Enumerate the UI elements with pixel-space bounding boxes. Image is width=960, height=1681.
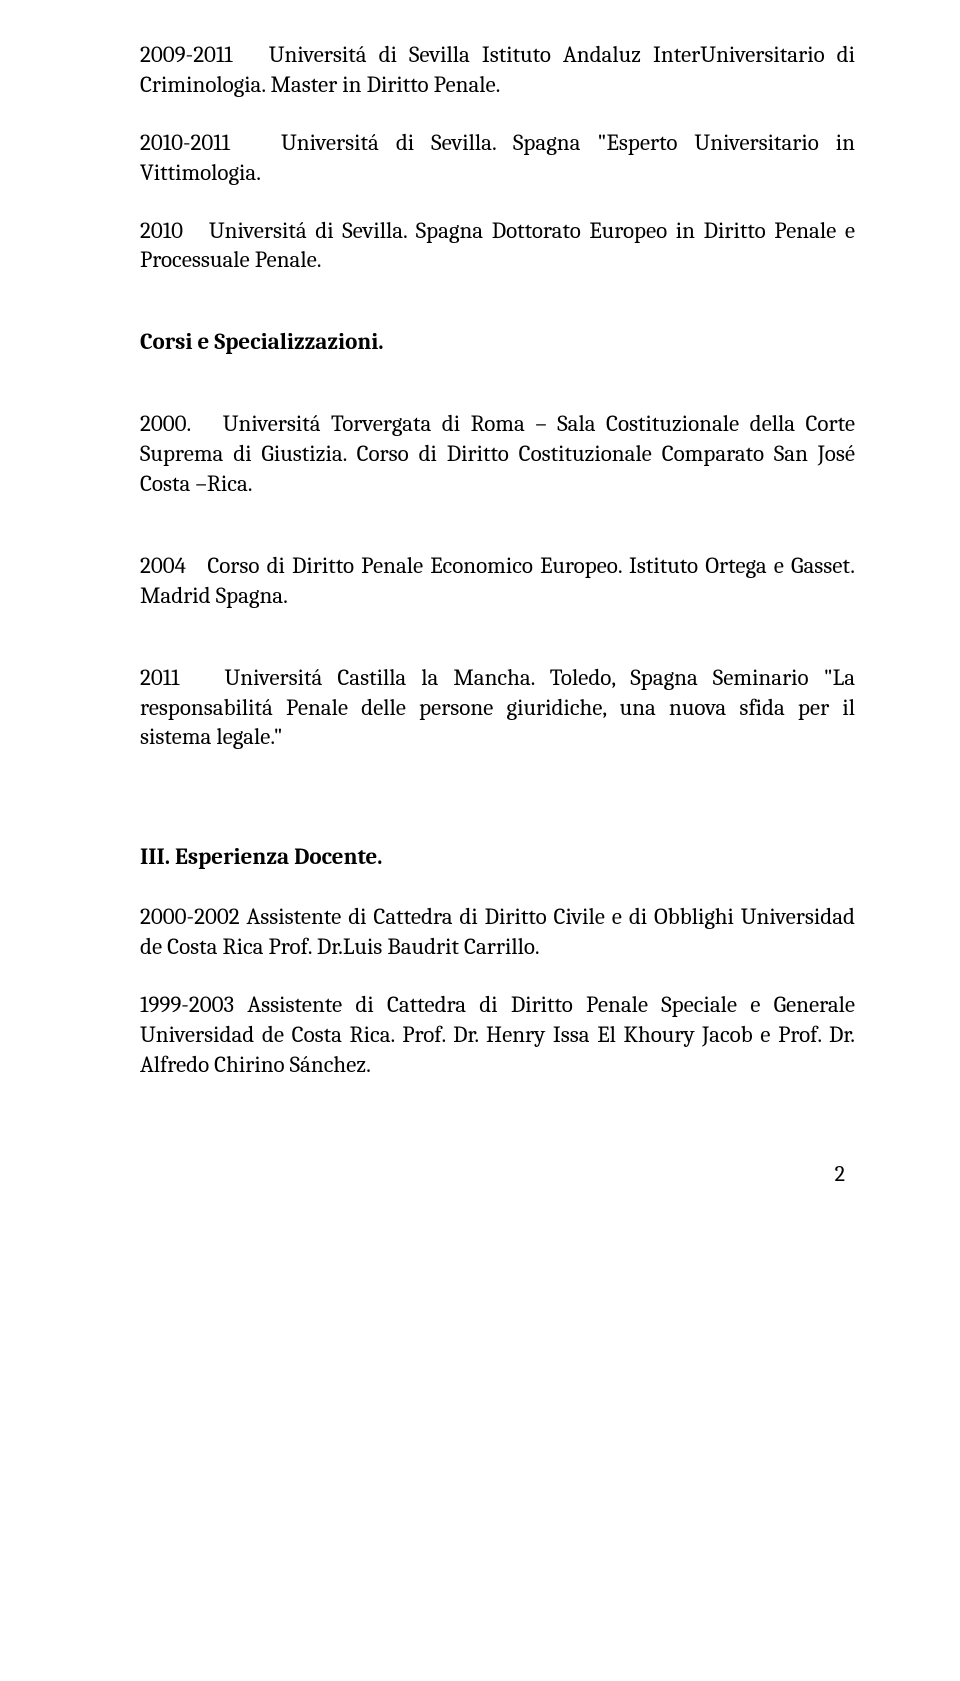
entry-year: 2000. xyxy=(140,410,191,437)
entry-year: 2009-2011 xyxy=(140,41,233,68)
page-number: 2 xyxy=(140,1160,855,1189)
entry-year: 2011 xyxy=(140,664,179,691)
section-heading: III. Esperienza Docente. xyxy=(140,842,855,872)
entry-text: Universitá di Sevilla Istituto Andaluz I… xyxy=(140,41,855,98)
cv-entry: 2010 Universitá di Sevilla. Spagna Dotto… xyxy=(140,216,855,276)
entry-text: Universitá di Sevilla. Spagna "Esperto U… xyxy=(140,129,855,186)
section-heading: Corsi e Specializzazioni. xyxy=(140,327,855,357)
cv-entry: 2011 Universitá Castilla la Mancha. Tole… xyxy=(140,663,855,753)
entry-text: Universitá Torvergata di Roma – Sala Cos… xyxy=(140,410,855,497)
paragraph: 2000-2002 Assistente di Cattedra di Diri… xyxy=(140,902,855,962)
cv-entry: 2000. Universitá Torvergata di Roma – Sa… xyxy=(140,409,855,499)
entry-year: 2004 xyxy=(140,552,186,579)
entry-text: Universitá Castilla la Mancha. Toledo, S… xyxy=(140,664,855,751)
cv-entry: 2004 Corso di Diritto Penale Economico E… xyxy=(140,551,855,611)
cv-entry: 2009-2011 Universitá di Sevilla Istituto… xyxy=(140,40,855,100)
paragraph: 1999-2003 Assistente di Cattedra di Diri… xyxy=(140,990,855,1080)
page: 2009-2011 Universitá di Sevilla Istituto… xyxy=(0,0,960,1238)
cv-entry: 2010-2011 Universitá di Sevilla. Spagna … xyxy=(140,128,855,188)
entry-year: 2010-2011 xyxy=(140,129,230,156)
entry-text: Universitá di Sevilla. Spagna Dottorato … xyxy=(140,217,855,274)
entry-text: Corso di Diritto Penale Economico Europe… xyxy=(140,552,855,609)
entry-year: 2010 xyxy=(140,217,183,244)
